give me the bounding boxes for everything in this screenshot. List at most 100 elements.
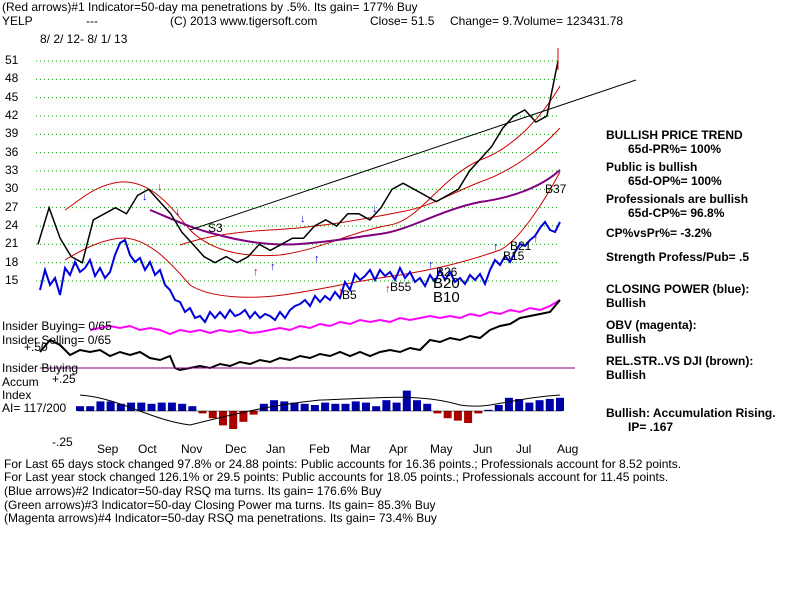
- panel-relstr-status: Bullish: [606, 368, 647, 382]
- panel-obv: OBV (magenta):: [606, 318, 697, 332]
- svg-text:↑: ↑: [253, 266, 259, 278]
- accum-bar: [157, 402, 166, 411]
- month-label: May: [430, 442, 453, 456]
- closing-power-line: [39, 220, 561, 324]
- signal-panel: BULLISH PRICE TREND 65d-PR%= 100% Public…: [606, 128, 776, 434]
- accum-bar: [545, 399, 554, 411]
- svg-text:↑: ↑: [428, 259, 434, 271]
- label-b10: B10: [433, 289, 460, 306]
- price-tick-label: 33: [5, 163, 19, 177]
- label-b5: B5: [342, 288, 357, 302]
- panel-professionals: Professionals are bullish: [606, 192, 749, 206]
- month-label: Jul: [516, 442, 532, 456]
- plus25-label: +.25: [52, 372, 76, 386]
- label-b21: B21: [510, 239, 532, 253]
- insider-selling-label: Insider Selling= 0/65: [2, 333, 112, 347]
- accum-ma: [79, 394, 561, 426]
- accum-bar: [464, 411, 473, 423]
- accum-bar: [239, 411, 248, 422]
- inner-upper-band: [179, 127, 561, 246]
- lower-band: [64, 171, 561, 298]
- accum-bar: [137, 402, 146, 411]
- svg-text:↑: ↑: [533, 233, 539, 245]
- svg-text:↑: ↑: [314, 253, 320, 265]
- month-label: Aug: [557, 442, 579, 456]
- panel-accumulation: Bullish: Accumulation Rising.: [606, 406, 776, 420]
- accum-bar: [300, 403, 309, 411]
- trendline: [189, 79, 637, 231]
- panel-cp-vs-pr: CP%vsPr%= -3.2%: [606, 226, 712, 240]
- panel-public: Public is bullish: [606, 160, 698, 174]
- panel-obv-status: Bullish: [606, 332, 647, 346]
- price-tick-label: 36: [5, 144, 19, 159]
- header-dashes: ---: [86, 14, 98, 28]
- accum-bar: [331, 403, 340, 411]
- accum-bar: [443, 411, 452, 419]
- accum-bar: [321, 402, 330, 411]
- price-gridlines: [36, 60, 560, 282]
- price-tick-label: 18: [5, 254, 19, 269]
- month-label: Jun: [473, 442, 493, 456]
- panel-relstr: REL.STR..VS DJI (brown):: [606, 354, 754, 368]
- accum-bar: [433, 411, 442, 414]
- panel-closing-power: CLOSING POWER (blue):: [606, 282, 750, 296]
- accum-bar: [361, 402, 370, 411]
- accum-bar: [535, 400, 544, 411]
- signal-arrows: ↓ ↓ ↓ ↑ ↑ ↓ ↑ ↑ ↓ ↑ ↑ ↑ ↑: [142, 48, 559, 298]
- price-tick-label: 45: [5, 89, 19, 104]
- accum-bar: [504, 397, 513, 411]
- month-label: Dec: [225, 442, 247, 456]
- price-tick-label: 27: [5, 199, 19, 214]
- accum-bar: [229, 411, 238, 429]
- accum-index-bars: [76, 390, 564, 429]
- accum-bar: [453, 411, 462, 421]
- accum-bar: [423, 403, 432, 411]
- accum-bar: [76, 406, 84, 411]
- minus25-label: -.25: [52, 435, 73, 449]
- accum-bar: [147, 403, 156, 411]
- ai-label: AI= 117/200: [2, 401, 67, 415]
- accum-bar: [127, 402, 136, 411]
- accum-bar: [351, 401, 360, 411]
- change-value: Change= 9.7: [450, 14, 520, 28]
- price-tick-label: 30: [5, 181, 19, 196]
- panel-ip-value: IP= .167: [628, 420, 674, 434]
- panel-cp-value: 65d-CP%= 96.8%: [628, 206, 725, 220]
- index-label: Index: [2, 388, 32, 402]
- svg-text:↑: ↑: [493, 241, 499, 253]
- footer-line-1: For Last 65 days stock changed 97.8% or …: [4, 457, 682, 471]
- month-label: Feb: [309, 442, 330, 456]
- accum-bar: [86, 406, 95, 411]
- panel-closing-power-status: Bullish: [606, 296, 647, 310]
- accum-bar: [167, 402, 176, 411]
- price-tick-label: 42: [5, 108, 19, 122]
- accum-bar: [310, 405, 319, 411]
- label-b55: B55: [390, 280, 412, 294]
- month-label: Mar: [350, 442, 371, 456]
- price-tick-label: 39: [5, 126, 19, 141]
- accum-bar: [270, 400, 279, 411]
- price-tick-label: 15: [5, 273, 19, 287]
- insider-buying-label-2: Insider Buying: [2, 361, 79, 375]
- month-label: Sep: [97, 442, 119, 456]
- accum-bar: [556, 397, 564, 411]
- accum-bar: [413, 400, 422, 411]
- accum-bar: [372, 406, 381, 411]
- month-label: Jan: [266, 442, 286, 456]
- accum-bar: [198, 411, 207, 414]
- footer-line-3: (Blue arrows)#2 Indicator=50-day RSQ ma …: [4, 484, 382, 498]
- copyright: (C) 2013 www.tigersoft.com: [170, 14, 318, 28]
- accum-bar: [218, 411, 227, 426]
- accum-bar: [188, 406, 197, 411]
- ticker: YELP: [2, 14, 33, 28]
- accum-bar: [382, 400, 391, 411]
- accum-bar: [484, 409, 493, 411]
- label-b26: B26: [436, 265, 458, 279]
- accum-label: Accum: [2, 375, 39, 389]
- accum-bar: [259, 403, 268, 411]
- price-ma: [149, 169, 561, 246]
- panel-price-trend: BULLISH PRICE TREND: [606, 128, 743, 142]
- price-tick-label: 21: [5, 236, 19, 251]
- svg-text:↑: ↑: [385, 283, 391, 295]
- svg-text:↓: ↓: [142, 191, 148, 203]
